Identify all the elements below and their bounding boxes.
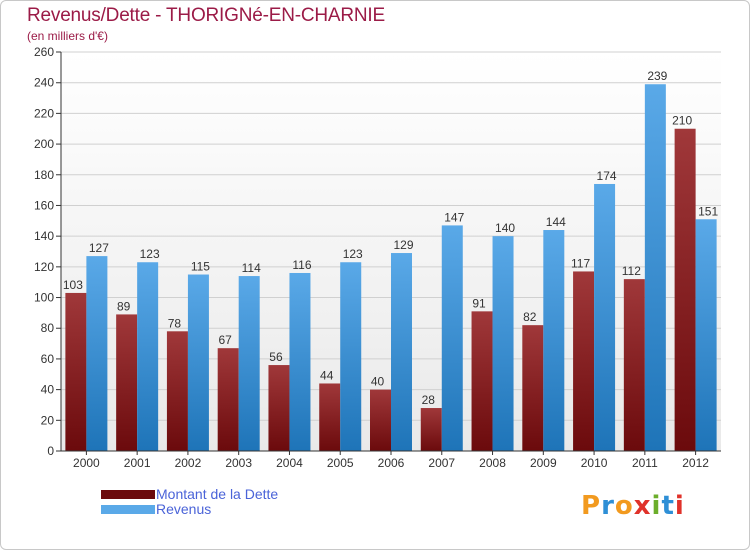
bar-revenus [340,262,362,451]
x-tick-label: 2005 [327,456,354,470]
bar-dette [471,311,493,451]
legend-swatch-revenus [101,505,155,514]
legend-swatch-debt [101,490,155,499]
x-tick-label: 2011 [632,456,658,470]
data-label: 56 [269,350,283,364]
logo-letter: r [601,491,615,521]
data-label: 89 [117,299,131,313]
bar-dette [268,365,290,451]
bar-revenus [289,272,311,451]
logo-letter: P [581,491,602,521]
y-tick-label: 80 [41,321,55,335]
data-label: 78 [168,316,182,330]
bar-revenus [187,274,209,451]
x-tick-label: 2008 [479,456,506,470]
bar-revenus [594,183,616,451]
bar-dette [623,279,645,451]
x-tick-label: 2006 [378,456,405,470]
y-tick-label: 60 [41,352,55,366]
bar-dette [522,325,544,451]
chart-subtitle: (en milliers d'€) [27,29,108,43]
bar-revenus [238,276,260,451]
bar-dette [370,389,391,451]
bar-revenus [543,230,565,451]
x-tick-label: 2003 [225,456,252,470]
logo-letter: o [614,491,634,521]
data-label: 114 [242,261,261,275]
data-label: 112 [622,264,641,278]
data-label: 117 [571,256,590,270]
data-label: 91 [472,296,486,310]
bar-revenus [441,225,463,451]
y-tick-label: 0 [47,444,54,458]
data-label: 239 [647,69,667,83]
bar-dette [166,331,188,451]
bar-dette [217,348,239,451]
data-label: 123 [343,247,363,261]
data-label: 140 [495,221,515,235]
data-label: 116 [292,258,311,272]
y-tick-label: 200 [34,137,54,151]
x-tick-label: 2004 [276,456,303,470]
data-label: 28 [422,393,436,407]
data-label: 147 [444,210,464,224]
logo-letter: x [633,491,652,521]
y-tick-label: 160 [34,198,54,212]
data-label: 127 [89,241,109,255]
bar-revenus [644,84,666,451]
data-label: 144 [546,215,566,229]
data-label: 151 [698,204,718,218]
legend-label-debt: Montant de la Dette [156,486,279,502]
bar-revenus [137,262,159,451]
y-tick-label: 120 [34,260,54,274]
logo-letter: i [674,491,685,521]
bar-dette [319,383,341,451]
bar-revenus [695,219,717,451]
bar-dette [573,271,595,451]
y-tick-label: 100 [34,291,54,305]
y-tick-label: 40 [41,383,55,397]
x-tick-label: 2000 [73,456,100,470]
bar-dette [65,292,87,451]
x-tick-label: 2010 [581,456,608,470]
bar-revenus [391,253,412,451]
x-tick-label: 2009 [530,456,557,470]
y-tick-label: 180 [34,168,54,182]
bar-dette [116,314,138,451]
y-tick-label: 140 [34,229,54,243]
y-tick-label: 260 [34,45,54,59]
bar-dette [420,408,442,451]
logo-letter: t [661,491,675,521]
logo-letter: i [651,491,662,521]
proxiti-logo: Proxiti [581,491,685,521]
data-label: 174 [597,169,617,183]
bar-revenus [492,236,514,451]
data-label: 210 [672,114,692,128]
x-tick-label: 2007 [428,456,455,470]
legend-label-revenus: Revenus [156,501,212,517]
data-label: 103 [63,278,83,292]
x-tick-label: 2012 [682,456,709,470]
data-label: 40 [371,375,385,389]
x-tick-label: 2002 [175,456,202,470]
chart-title: Revenus/Dette - THORIGNé-EN-CHARNIE [27,5,385,26]
data-label: 115 [191,260,210,274]
x-tick-label: 2001 [124,456,151,470]
bar-revenus [86,256,108,451]
bar-dette [674,128,696,451]
data-label: 129 [393,238,413,252]
y-tick-label: 220 [34,106,54,120]
data-label: 123 [140,247,160,261]
data-label: 67 [219,333,233,347]
data-label: 82 [523,310,537,324]
y-tick-label: 240 [34,76,54,90]
data-label: 44 [320,368,334,382]
y-tick-label: 20 [41,413,55,427]
